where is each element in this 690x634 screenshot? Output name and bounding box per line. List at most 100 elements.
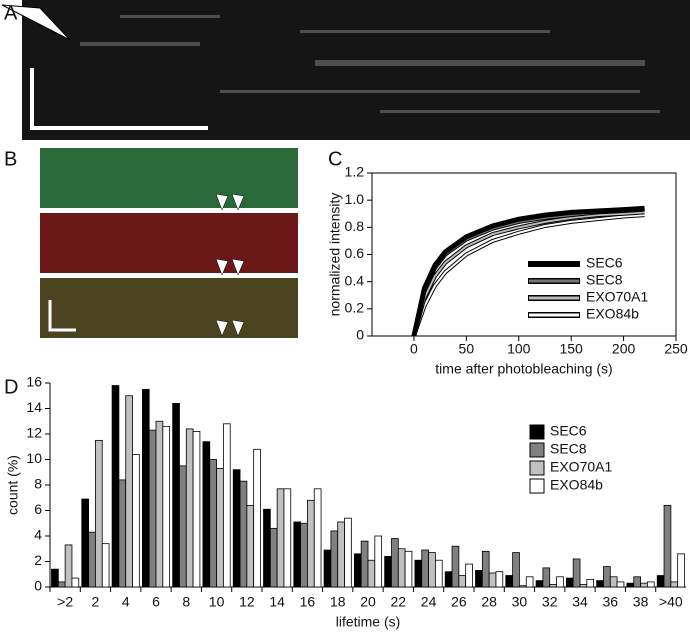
bar: [263, 508, 271, 588]
x-tick-label: >40: [659, 594, 683, 610]
x-tick-label: 150: [559, 341, 583, 357]
bar: [202, 441, 211, 588]
bar: [475, 570, 483, 588]
bar: [367, 559, 376, 588]
bar: [192, 431, 201, 588]
bar: [141, 388, 150, 588]
bar: [391, 538, 399, 588]
bar: [596, 580, 604, 588]
legend-swatch: [529, 442, 545, 458]
bar: [64, 544, 73, 588]
bar: [444, 571, 453, 588]
bar: [353, 553, 362, 588]
bar: [95, 439, 103, 588]
x-tick-label: 50: [459, 341, 475, 357]
bar: [162, 425, 171, 588]
x-tick-label: 12: [239, 594, 255, 610]
fit-line: [411, 206, 645, 337]
x-tick-label: 16: [300, 594, 316, 610]
bar: [465, 563, 473, 588]
bar: [451, 545, 460, 588]
y-axis-label: normalized intensity: [327, 193, 343, 317]
x-tick-label: 34: [572, 594, 588, 610]
channel-red: [40, 213, 298, 273]
bar: [414, 559, 423, 588]
bar: [269, 527, 278, 588]
bar: [374, 535, 383, 588]
x-tick-label: 4: [122, 594, 130, 610]
bar: [670, 581, 679, 588]
bar: [512, 552, 520, 588]
arrowheads-b: [215, 193, 245, 337]
bar: [323, 549, 332, 588]
bar: [586, 578, 595, 588]
y-tick-label: 2: [34, 552, 42, 568]
bar: [397, 548, 406, 588]
legend-label: EXO84b: [550, 477, 603, 493]
bar: [81, 498, 90, 588]
scale-bar: [30, 68, 208, 130]
x-tick-label: 38: [633, 594, 649, 610]
x-tick-label: 24: [421, 594, 437, 610]
x-tick-label: 28: [481, 594, 497, 610]
bar: [505, 575, 514, 588]
bar: [609, 576, 618, 588]
bar: [603, 566, 611, 588]
bar: [458, 575, 467, 588]
bar: [579, 584, 588, 588]
bar: [633, 576, 641, 588]
x-tick-label: 6: [152, 594, 160, 610]
bar: [216, 468, 224, 588]
bar: [616, 581, 625, 588]
x-tick-label: 14: [269, 594, 285, 610]
bar: [313, 488, 322, 588]
bar: [276, 488, 285, 588]
x-tick-label: 100: [507, 341, 531, 357]
x-tick-label: 20: [360, 594, 376, 610]
y-tick-label: 4: [34, 527, 42, 543]
bar: [663, 504, 672, 588]
legend-swatch: [529, 424, 545, 440]
bar: [640, 582, 648, 588]
legend-label: SEC8: [550, 441, 587, 457]
y-axis-label: count (%): [5, 455, 21, 515]
bar: [246, 504, 255, 588]
bar: [428, 552, 436, 588]
bar: [300, 522, 308, 588]
bar: [239, 480, 248, 588]
bar: [535, 580, 544, 588]
bar: [525, 576, 534, 588]
bar: [232, 469, 241, 588]
arrowhead: [1, 4, 71, 41]
y-tick-label: 8: [34, 476, 42, 492]
bar: [626, 582, 635, 588]
kymograph-a: [22, 0, 690, 140]
bar: [148, 429, 157, 588]
bar: [344, 517, 352, 588]
x-tick-label: 36: [602, 594, 618, 610]
bar: [556, 576, 564, 588]
legend-label: EXO70A1: [586, 289, 648, 305]
bar: [542, 567, 551, 588]
legend-label: SEC6: [550, 423, 587, 439]
panel-label: D: [4, 376, 18, 398]
panel-label: B: [4, 148, 17, 170]
scale-bar: [48, 300, 76, 332]
y-tick-label: 0.8: [345, 218, 365, 234]
y-tick-label: 16: [26, 374, 42, 390]
panel-label: C: [328, 148, 342, 170]
bar: [71, 577, 80, 588]
bar: [88, 531, 96, 588]
x-axis-label: time after photobleaching (s): [435, 361, 612, 377]
bar: [488, 572, 497, 588]
channel-merge: [40, 278, 298, 338]
fit-line: [412, 211, 645, 337]
x-tick-label: 22: [390, 594, 406, 610]
bar: [519, 585, 527, 588]
bar: [421, 549, 429, 588]
panel-label: A: [4, 2, 18, 24]
bar: [572, 558, 581, 588]
bar: [384, 556, 392, 588]
bar: [549, 584, 557, 588]
bar: [404, 550, 413, 588]
